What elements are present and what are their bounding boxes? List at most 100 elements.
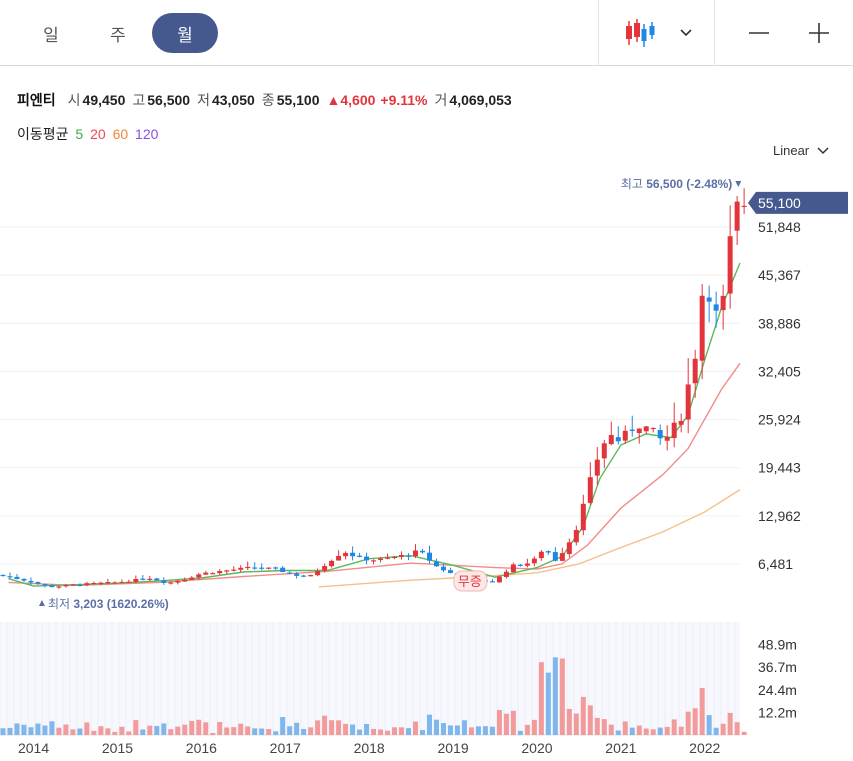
volume-tick-label: 24.4m — [758, 682, 797, 698]
volume-bar — [280, 717, 286, 735]
candle-body — [440, 566, 446, 571]
candle-body — [713, 304, 719, 311]
volume-bar — [77, 728, 83, 735]
volume-bar — [713, 727, 719, 735]
candle-body — [301, 575, 307, 577]
open-value: 49,450 — [82, 92, 126, 108]
candle-body — [601, 443, 607, 459]
candle-body — [552, 552, 558, 561]
volume-bar — [517, 730, 523, 735]
candle-body — [636, 428, 642, 433]
volume-panel-label: 거래량 — [17, 629, 56, 645]
volume-bar — [399, 727, 405, 735]
candle-body — [699, 295, 705, 361]
high-label: 고 — [132, 92, 146, 108]
volume-bar — [580, 696, 586, 735]
candle-body — [210, 573, 216, 575]
volume-bar — [259, 728, 265, 735]
current-price-tag — [748, 191, 848, 214]
candle-body — [608, 434, 614, 445]
volume-bar — [615, 730, 621, 735]
volume-bar — [594, 717, 600, 735]
candle-body — [280, 567, 286, 573]
candle-body — [489, 581, 495, 583]
volume-bar — [650, 729, 656, 735]
volume-bar — [357, 729, 363, 735]
low-label: 저 — [197, 92, 210, 108]
candlestick-icon[interactable] — [620, 16, 660, 50]
volume-bar — [273, 731, 279, 735]
candle-body — [133, 578, 139, 582]
volume-bar — [245, 726, 251, 735]
candle-body — [650, 427, 656, 430]
candle-body — [399, 554, 405, 557]
tab-day[interactable]: 일 — [43, 25, 59, 45]
volume-bar — [21, 724, 27, 735]
ma-label: 이동평균 — [17, 126, 69, 142]
candle-body — [28, 580, 34, 583]
candle-body — [266, 567, 272, 569]
volume-bar — [140, 729, 146, 735]
candle-body — [203, 572, 209, 575]
time-tick-label: 2021 — [605, 740, 636, 756]
candle-body — [350, 552, 356, 557]
candle-body — [224, 570, 230, 572]
candle-body — [231, 569, 237, 571]
candle-body — [126, 581, 132, 583]
minus-icon[interactable] — [745, 16, 773, 50]
time-tick-label: 2014 — [18, 740, 49, 756]
candle-body — [454, 573, 460, 576]
candle-body — [573, 530, 579, 543]
volume-bar — [406, 728, 412, 735]
candle-body — [524, 563, 530, 566]
volume-bar — [210, 732, 216, 735]
volume-bar — [385, 730, 391, 735]
annotations: 55,100 최고 56,500 (-2.48%) 최저 3,203 (1620.2… — [38, 177, 848, 611]
candle-body — [189, 577, 195, 580]
candle-body — [98, 582, 104, 584]
candle-body — [643, 426, 649, 432]
candle-body — [7, 576, 13, 578]
candle-body — [140, 578, 146, 580]
time-tick-label: 2020 — [521, 740, 552, 756]
candle-body — [364, 556, 370, 561]
candle-body — [587, 477, 593, 503]
scale-label: Linear — [773, 143, 810, 158]
chevron-down-icon[interactable] — [676, 16, 696, 50]
volume-bar — [84, 722, 90, 735]
volume-bar — [678, 726, 684, 735]
scale-selector[interactable]: Linear — [773, 143, 829, 158]
ma-120: 120 — [135, 126, 159, 142]
candle-body — [482, 580, 488, 582]
tab-month[interactable]: 월 — [152, 13, 218, 53]
volume-bar — [322, 715, 328, 735]
volume-bar — [601, 719, 607, 735]
volume-bar — [699, 688, 705, 735]
toolbar: 일 주 월 — [0, 0, 853, 66]
volume-bar — [336, 720, 342, 735]
low-annotation: 최저 3,203 (1620.26%) — [48, 597, 169, 611]
candle-body — [343, 552, 349, 557]
time-axis: 2014 2015 2016 2017 2018 2019 2020 2021 2022 — [18, 740, 721, 756]
volume-bar — [720, 723, 726, 735]
time-tick-label: 2022 — [689, 740, 720, 756]
candle-body — [84, 583, 90, 586]
moving-average-legend[interactable]: 이동평균 5 20 60 120 — [17, 124, 161, 144]
volume-bar — [420, 729, 426, 735]
volume-bar — [63, 724, 69, 735]
candle-body — [503, 571, 509, 577]
candles — [0, 188, 747, 590]
candle-body — [468, 578, 474, 580]
price-axis: 51,848 45,367 38,886 32,405 25,924 19,443 12,9… — [758, 219, 801, 572]
candle-body — [175, 581, 181, 583]
volume-bar — [224, 727, 230, 735]
ma-5: 5 — [75, 126, 84, 142]
plus-icon[interactable] — [805, 16, 833, 50]
candle-body — [545, 551, 551, 553]
tab-week[interactable]: 주 — [110, 25, 126, 45]
volume-tick-label: 12.2m — [758, 704, 797, 720]
time-tick-label: 2018 — [354, 740, 385, 756]
ma-60: 60 — [112, 126, 129, 142]
candle-body — [49, 585, 55, 588]
candle-body — [322, 566, 328, 571]
